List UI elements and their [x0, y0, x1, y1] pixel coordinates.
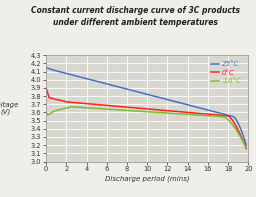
25°C: [141, 92, 144, 94]
Line: 25°C: 25°C: [46, 67, 246, 145]
-10°C: [141, 110, 144, 113]
0°C: [141, 107, 144, 110]
0°C: [240, 136, 243, 138]
Line: -10°C: -10°C: [46, 107, 246, 148]
25°C: [164, 98, 167, 100]
Y-axis label: Voltage
(V): Voltage (V): [0, 101, 19, 115]
Legend: 25°C, 0°C, -10°C: 25°C, 0°C, -10°C: [210, 60, 243, 85]
-10°C: [245, 147, 248, 149]
0°C: [245, 147, 248, 150]
-10°C: [45, 111, 48, 114]
25°C: [245, 144, 248, 146]
-10°C: [209, 115, 212, 117]
25°C: [153, 95, 156, 97]
25°C: [209, 109, 212, 112]
0°C: [140, 107, 143, 110]
0°C: [153, 108, 156, 111]
0°C: [164, 109, 167, 112]
-10°C: [240, 138, 243, 140]
-10°C: [164, 112, 167, 114]
25°C: [140, 92, 143, 94]
-10°C: [140, 110, 143, 112]
Line: 0°C: 0°C: [46, 88, 246, 149]
0°C: [45, 87, 48, 89]
-10°C: [153, 111, 156, 113]
25°C: [240, 130, 243, 132]
0°C: [209, 113, 212, 115]
-10°C: [70, 106, 73, 108]
Text: Constant current discharge curve of 3C products
under different ambient temperat: Constant current discharge curve of 3C p…: [31, 6, 240, 27]
25°C: [45, 66, 48, 69]
X-axis label: Discharge period (mins): Discharge period (mins): [105, 175, 189, 182]
